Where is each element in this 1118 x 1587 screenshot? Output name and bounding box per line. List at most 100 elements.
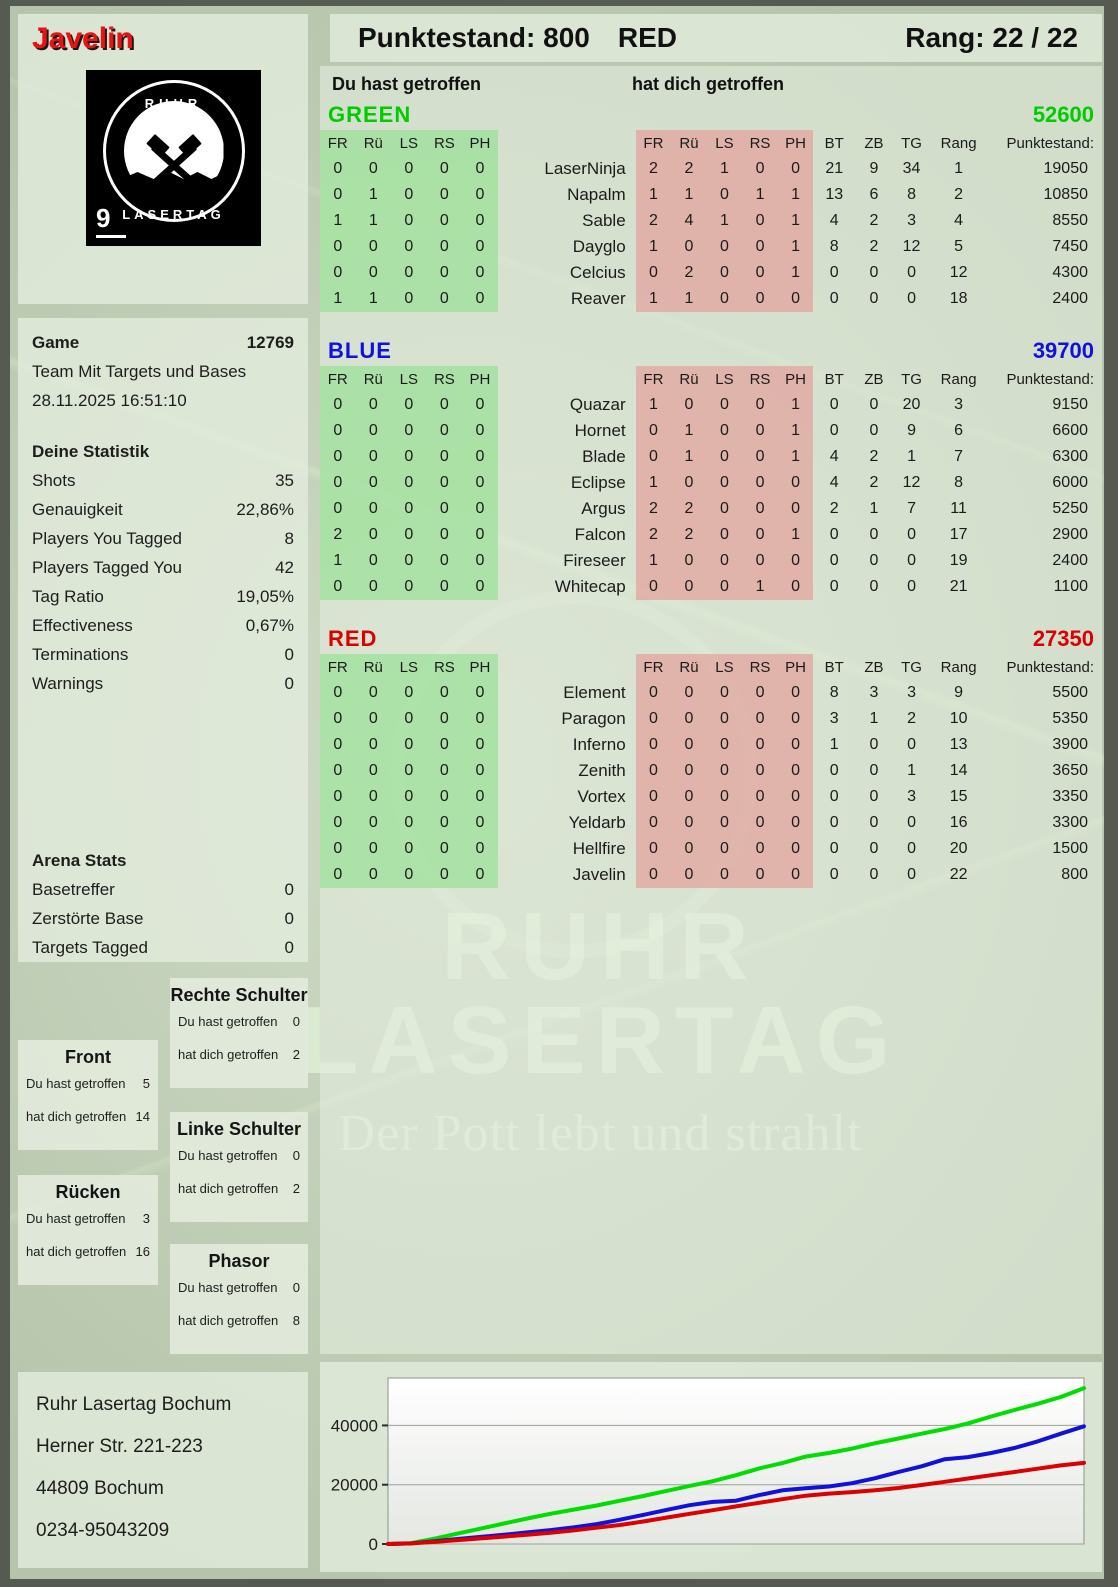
cell-you-tagged: 0 [391, 836, 427, 862]
col-header-left: LS [391, 366, 427, 392]
your-stat-label: Genauigkeit [32, 500, 123, 519]
table-row[interactable]: 0 0 0 0 0 Javelin 0 0 0 0 0 0 0 0 22 800 [320, 862, 1102, 888]
your-stat-row: Players Tagged You 42 [32, 553, 294, 582]
cell-rang: 5 [954, 238, 964, 255]
cell-bt: 1 [829, 736, 839, 753]
cell-tagged-you: 2 [671, 522, 707, 548]
cell-tg: 12 [902, 238, 921, 255]
cell-you-tagged: 0 [355, 574, 392, 600]
cell-tagged-you: 0 [742, 836, 778, 862]
cell-rang: 4 [954, 212, 964, 229]
table-row[interactable]: 0 0 0 0 0 Vortex 0 0 0 0 0 0 0 3 15 3350 [320, 784, 1102, 810]
cell-rang: 9 [954, 684, 964, 701]
cell-tagged-you: 0 [706, 234, 743, 260]
cell-rang: 19 [949, 552, 968, 569]
your-stat-label: Tag Ratio [32, 587, 104, 606]
logo-number: 9 [96, 203, 111, 233]
cell-zb: 0 [869, 290, 879, 307]
cell-you-tagged: 1 [320, 208, 356, 234]
cell-player-name: Paragon [561, 709, 626, 728]
cell-tagged-you: 0 [742, 234, 778, 260]
table-row[interactable]: 0 0 0 0 0 LaserNinja 2 2 1 0 0 21 9 34 1 19050 [320, 156, 1102, 182]
cell-you-tagged: 0 [391, 182, 427, 208]
cell-bt: 4 [829, 448, 839, 465]
table-row[interactable]: 0 0 0 0 0 Argus 2 2 0 0 0 2 1 7 11 5250 [320, 496, 1102, 522]
cell-you-tagged: 0 [462, 470, 498, 496]
col-header-extra: ZB [864, 658, 884, 676]
cell-zb: 0 [869, 814, 879, 831]
cell-you-tagged: 0 [426, 470, 463, 496]
table-row[interactable]: 1 1 0 0 0 Sable 2 4 1 0 1 4 2 3 4 8550 [320, 208, 1102, 234]
table-row[interactable]: 0 0 0 0 0 Blade 0 1 0 0 1 4 2 1 7 6300 [320, 444, 1102, 470]
cell-tg: 0 [907, 264, 917, 281]
cell-tagged-you: 0 [635, 758, 672, 784]
cell-you-tagged: 0 [355, 496, 392, 522]
col-header-left: RS [426, 654, 463, 680]
cell-rang: 14 [949, 762, 968, 779]
cell-tagged-you: 0 [706, 758, 743, 784]
cell-you-tagged: 0 [462, 392, 498, 418]
cell-you-tagged: 0 [426, 810, 463, 836]
cell-player-name: Dayglo [572, 237, 626, 256]
col-header-right: RS [742, 366, 778, 392]
table-row[interactable]: 0 1 0 0 0 Napalm 1 1 0 1 1 13 6 8 2 10850 [320, 182, 1102, 208]
table-row[interactable]: 0 0 0 0 0 Quazar 1 0 0 0 1 0 0 20 3 9150 [320, 392, 1102, 418]
hit-zone-you-label: Du hast getroffen [26, 1076, 126, 1091]
cell-tagged-you: 0 [671, 758, 707, 784]
hit-zone-phasor: Phasor Du hast getroffen 0 hat dich getroff… [170, 1244, 308, 1354]
your-stat-value: 8 [284, 529, 294, 548]
cell-bt: 0 [829, 290, 839, 307]
your-stat-row: Effectiveness 0,67% [32, 611, 294, 640]
table-row[interactable]: 1 0 0 0 0 Fireseer 1 0 0 0 0 0 0 0 19 2400 [320, 548, 1102, 574]
table-row[interactable]: 2 0 0 0 0 Falcon 2 2 0 0 1 0 0 0 17 2900 [320, 522, 1102, 548]
cell-tagged-you: 0 [742, 680, 778, 706]
cell-player-name: Blade [582, 447, 626, 466]
table-row[interactable]: 0 0 0 0 0 Yeldarb 0 0 0 0 0 0 0 0 16 3300 [320, 810, 1102, 836]
cell-tagged-you: 0 [671, 810, 707, 836]
cell-zb: 0 [869, 840, 879, 857]
address-line: 0234-95043209 [36, 1520, 170, 1541]
table-row[interactable]: 0 0 0 0 0 Whitecap 0 0 0 1 0 0 0 0 21 1100 [320, 574, 1102, 600]
table-row[interactable]: 0 0 0 0 0 Celcius 0 2 0 0 1 0 0 0 12 4300 [320, 260, 1102, 286]
table-row[interactable]: 0 0 0 0 0 Zenith 0 0 0 0 0 0 0 1 14 3650 [320, 758, 1102, 784]
cell-tagged-you: 1 [635, 470, 672, 496]
hit-zone-rechte-schulter: Rechte Schulter Du hast getroffen 0 hat dic… [170, 978, 308, 1088]
cell-you-tagged: 0 [320, 574, 356, 600]
cell-you-tagged: 0 [391, 784, 427, 810]
table-row[interactable]: 0 0 0 0 0 Element 0 0 0 0 0 8 3 3 9 5500 [320, 680, 1102, 706]
table-row[interactable]: 0 0 0 0 0 Hornet 0 1 0 0 1 0 0 9 6 6600 [320, 418, 1102, 444]
cell-you-tagged: 0 [426, 208, 463, 234]
cell-points: 6300 [1052, 448, 1088, 465]
cell-zb: 2 [869, 448, 879, 465]
cell-you-tagged: 0 [355, 680, 392, 706]
cell-you-tagged: 0 [320, 392, 356, 418]
cell-tagged-you: 0 [635, 836, 672, 862]
cell-tagged-you: 0 [742, 156, 778, 182]
table-row[interactable]: 0 0 0 0 0 Inferno 0 0 0 0 0 1 0 0 13 3900 [320, 732, 1102, 758]
table-row[interactable]: 0 0 0 0 0 Eclipse 1 0 0 0 0 4 2 12 8 6000 [320, 470, 1102, 496]
table-header-row: FR Rü LS RS PH FR Rü LS RS PH BT ZB TG Rang Punktestan… [320, 130, 1102, 156]
cell-you-tagged: 0 [320, 862, 356, 888]
table-row[interactable]: 1 1 0 0 0 Reaver 1 1 0 0 0 0 0 0 18 2400 [320, 286, 1102, 312]
cell-rang: 12 [949, 264, 968, 281]
cell-tagged-you: 0 [742, 522, 778, 548]
svg-text:40000: 40000 [331, 1416, 378, 1435]
cell-tagged-you: 2 [635, 522, 672, 548]
table-row[interactable]: 0 0 0 0 0 Dayglo 1 0 0 0 1 8 2 12 5 7450 [320, 234, 1102, 260]
team-name: BLUE [328, 338, 392, 363]
team-total-score: 52600 [1032, 102, 1094, 127]
table-row[interactable]: 0 0 0 0 0 Paragon 0 0 0 0 0 3 1 2 10 5350 [320, 706, 1102, 732]
cell-tagged-you: 0 [777, 836, 814, 862]
your-stats-title-text: Deine Statistik [32, 442, 150, 461]
cell-tagged-you: 0 [777, 758, 814, 784]
hit-zone-them-row: hat dich getroffen 8 [170, 1313, 308, 1328]
cell-tg: 1 [907, 448, 917, 465]
score-bar: Punktestand: 800 RED Rang: 22 / 22 [330, 14, 1102, 62]
cell-tagged-you: 0 [777, 548, 814, 574]
cell-tg: 34 [902, 160, 921, 177]
scoreboard-header: Du hast getroffen hat dich getroffen [320, 66, 1102, 102]
hit-zone-them-value: 8 [292, 1313, 300, 1328]
cell-player-name: Inferno [572, 735, 626, 754]
your-stats-rows: Shots 35 Genauigkeit 22,86% Players You Tagg… [32, 466, 294, 698]
table-row[interactable]: 0 0 0 0 0 Hellfire 0 0 0 0 0 0 0 0 20 1500 [320, 836, 1102, 862]
